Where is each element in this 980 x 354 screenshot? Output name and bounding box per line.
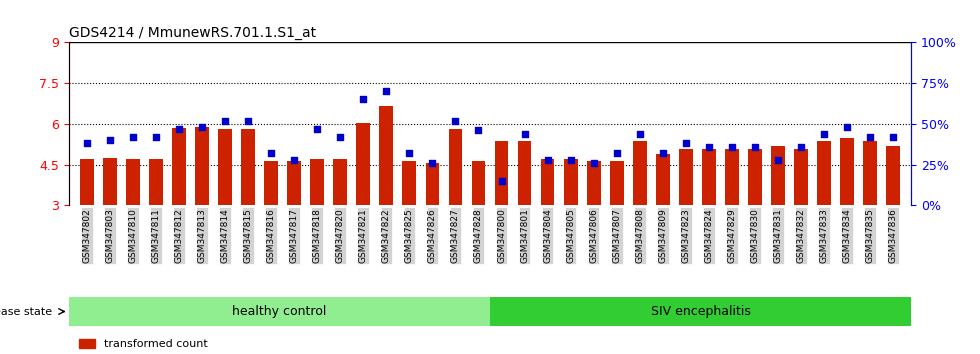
Point xyxy=(724,144,740,149)
Bar xyxy=(449,129,463,205)
Bar xyxy=(219,129,232,205)
Bar xyxy=(656,154,669,205)
Point xyxy=(102,137,118,143)
Bar xyxy=(840,138,854,205)
Bar xyxy=(357,122,370,205)
Point xyxy=(332,134,348,140)
Point xyxy=(563,157,578,162)
Bar xyxy=(863,141,877,205)
Point xyxy=(770,157,786,162)
Bar xyxy=(265,161,278,205)
Bar xyxy=(817,141,831,205)
Point xyxy=(632,131,648,137)
Bar xyxy=(495,141,509,205)
Point xyxy=(356,97,371,102)
Bar xyxy=(287,161,301,205)
Point xyxy=(218,118,233,124)
Bar xyxy=(702,149,715,205)
Bar xyxy=(126,159,140,205)
Point xyxy=(516,131,532,137)
Point xyxy=(678,141,694,146)
Bar xyxy=(379,106,393,205)
Legend: transformed count, percentile rank within the sample: transformed count, percentile rank withi… xyxy=(74,335,297,354)
Point xyxy=(793,144,808,149)
Point xyxy=(148,134,164,140)
Point xyxy=(885,134,901,140)
Point xyxy=(862,134,878,140)
Bar xyxy=(771,146,785,205)
Point xyxy=(448,118,464,124)
Point xyxy=(609,150,624,156)
Point xyxy=(701,144,716,149)
Bar xyxy=(80,159,94,205)
Bar xyxy=(195,127,209,205)
Point xyxy=(310,126,325,132)
Point xyxy=(494,178,510,184)
Point xyxy=(264,150,279,156)
Text: SIV encephalitis: SIV encephalitis xyxy=(651,305,751,318)
Bar xyxy=(679,149,693,205)
FancyBboxPatch shape xyxy=(69,297,490,326)
Point xyxy=(839,124,855,130)
Point xyxy=(402,150,417,156)
Bar xyxy=(425,163,439,205)
Point xyxy=(79,141,95,146)
Point xyxy=(424,160,440,166)
Point xyxy=(747,144,762,149)
Point xyxy=(194,124,210,130)
Point xyxy=(540,157,556,162)
Point xyxy=(172,126,187,132)
Bar xyxy=(725,149,739,205)
Point xyxy=(586,160,602,166)
Bar xyxy=(471,161,485,205)
Bar xyxy=(610,161,623,205)
Bar xyxy=(403,161,416,205)
Text: disease state: disease state xyxy=(0,307,52,316)
Bar xyxy=(333,159,347,205)
Bar xyxy=(241,129,255,205)
Point xyxy=(816,131,832,137)
Bar xyxy=(149,159,163,205)
Bar xyxy=(172,128,186,205)
Point xyxy=(378,88,394,94)
Bar xyxy=(794,149,808,205)
Bar xyxy=(633,141,647,205)
Point xyxy=(470,127,486,133)
Point xyxy=(286,157,302,162)
Bar xyxy=(587,161,601,205)
Text: GDS4214 / MmunewRS.701.1.S1_at: GDS4214 / MmunewRS.701.1.S1_at xyxy=(69,26,316,40)
Text: healthy control: healthy control xyxy=(232,305,326,318)
Bar xyxy=(564,159,577,205)
Bar xyxy=(886,146,900,205)
Bar xyxy=(103,158,117,205)
Bar xyxy=(311,159,324,205)
Bar xyxy=(541,159,555,205)
Bar xyxy=(517,141,531,205)
Point xyxy=(655,150,670,156)
Bar xyxy=(748,149,761,205)
Point xyxy=(240,118,256,124)
FancyBboxPatch shape xyxy=(490,297,911,326)
Point xyxy=(125,134,141,140)
